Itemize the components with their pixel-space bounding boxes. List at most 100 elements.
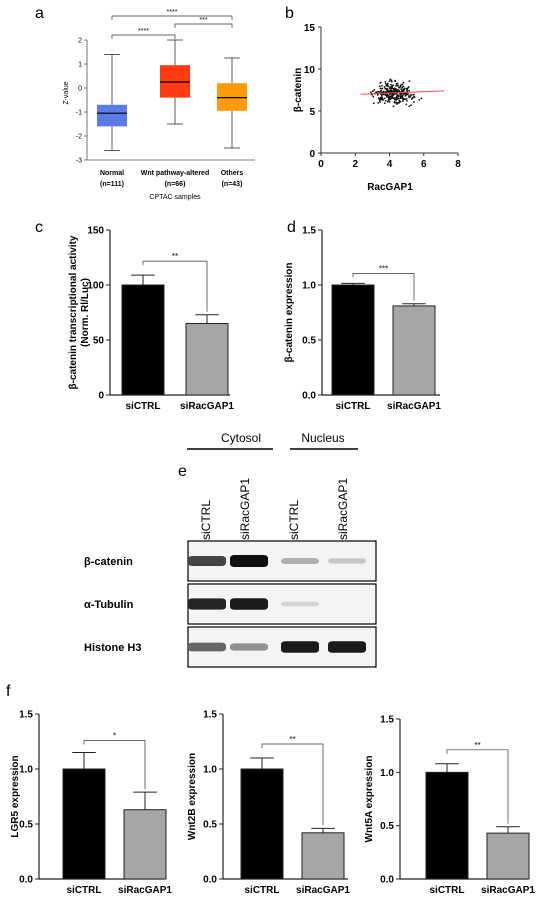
panel-b-scatter: β-catenin 0 2 4 6 8 0 5 10 15 RacGAP1 xyxy=(293,23,461,193)
panel-a-ylabel: Z-value xyxy=(63,81,70,104)
panel-a-ytick-label: -3 xyxy=(76,158,82,165)
panel-b-point xyxy=(394,97,396,99)
panel-b-point xyxy=(378,91,381,94)
panel-e-western-blot: Cytosol Nucleus siCTRL siRacGAP1 siCTRL … xyxy=(84,431,377,668)
panel-a-cat-wnt: Wnt pathway-altered xyxy=(141,170,209,177)
panel-b-point xyxy=(402,100,404,102)
panel-b-point xyxy=(393,88,396,90)
panel-a-sig-bracket xyxy=(174,23,233,28)
panel-f3-sig-bracket xyxy=(446,749,509,824)
blot-lane-1: siCTRL xyxy=(199,500,213,540)
panel-c-ytick-label: 150 xyxy=(87,226,104,237)
panel-f1-bar-0 xyxy=(62,768,106,880)
panel-a-sig-label: **** xyxy=(167,9,178,16)
panel-b-point xyxy=(391,96,393,99)
blot-lane-2: siRacGAP1 xyxy=(238,478,252,540)
panel-d-bar-0 xyxy=(331,284,375,396)
panel-b-point xyxy=(404,94,407,97)
panel-f1-bar-chart: 0.0 0.5 1.0 1.5 siCTRL siRacGAP1 * LGR5 express… xyxy=(10,710,172,897)
panel-b-point xyxy=(395,83,398,85)
panel-f3-xtick-label: siCTRL xyxy=(430,885,465,896)
blot-row-label: Histone H3 xyxy=(84,642,141,654)
blot-band xyxy=(230,643,268,651)
panel-c-ytick-label: 50 xyxy=(93,336,105,347)
panel-b-point xyxy=(405,103,408,106)
panel-b-point xyxy=(395,88,398,91)
panel-b-point xyxy=(380,93,383,96)
panel-f3-ytick-label: 0.5 xyxy=(380,821,394,832)
panel-b-point xyxy=(384,80,387,83)
blot-band xyxy=(230,598,268,610)
panel-b-ytick-label: 15 xyxy=(304,23,316,34)
panel-b-point xyxy=(396,94,399,96)
panel-a-box-0 xyxy=(97,104,127,127)
panel-label-c: c xyxy=(35,219,43,236)
panel-b-xtick-label: 0 xyxy=(318,159,324,170)
panel-d-xtick-label: siRacGAP1 xyxy=(387,401,441,412)
panel-b-point xyxy=(386,88,388,90)
panel-f1-xtick-label: siCTRL xyxy=(67,885,102,896)
panel-b-point xyxy=(383,102,386,105)
panel-f2-xtick-label: siRacGAP1 xyxy=(296,885,350,896)
panel-b-point xyxy=(397,84,400,87)
blot-band xyxy=(188,642,226,652)
panel-b-point xyxy=(379,101,381,103)
panel-b-point xyxy=(373,88,376,91)
panel-a-ytick-label: 2 xyxy=(78,38,82,45)
panel-b-point xyxy=(387,100,389,103)
panel-b-point xyxy=(395,101,398,104)
panel-b-point xyxy=(391,87,393,90)
panel-b-point xyxy=(400,88,403,91)
blot-row-label: β-catenin xyxy=(84,556,133,568)
panel-a-ytick-label: 1 xyxy=(78,62,82,69)
blot-row-label: α-Tubulin xyxy=(84,599,134,611)
panel-label-a: a xyxy=(35,5,44,22)
panel-b-point xyxy=(396,97,399,99)
panel-b-point xyxy=(390,79,393,82)
panel-label-d: d xyxy=(287,219,296,236)
blot-group-cytosol: Cytosol xyxy=(221,431,261,445)
panel-b-point xyxy=(396,95,398,98)
blot-band xyxy=(328,641,366,653)
panel-a-cat-normal: Normal xyxy=(100,170,124,177)
panel-b-point xyxy=(406,87,409,90)
panel-label-f: f xyxy=(6,683,11,700)
panel-b-point xyxy=(379,87,382,90)
panel-b-point xyxy=(394,90,397,93)
panel-f1-sig-bracket xyxy=(83,740,146,790)
panel-a-ytick-label: -2 xyxy=(76,134,82,141)
panel-c-ytick-label: 100 xyxy=(87,281,104,292)
panel-f3-ytick-label: 1.5 xyxy=(380,715,394,726)
panel-b-point xyxy=(383,86,386,88)
panel-f1-ytick-label: 1.5 xyxy=(19,710,33,721)
panel-b-point xyxy=(396,90,399,93)
panel-b-point xyxy=(376,93,379,96)
panel-f3-bar-1 xyxy=(486,832,530,880)
panel-b-point xyxy=(406,90,408,93)
panel-b-point xyxy=(378,85,381,88)
blot-band xyxy=(328,558,366,564)
panel-b-point xyxy=(408,96,411,99)
panel-f2-ytick-label: 1.5 xyxy=(203,710,217,721)
panel-b-point xyxy=(406,93,409,96)
panel-a-sig-bracket xyxy=(111,34,176,39)
panel-f1-ytick-label: 1.0 xyxy=(19,765,33,776)
panel-b-point xyxy=(384,99,387,102)
panel-b-point xyxy=(372,102,375,105)
panel-b-point xyxy=(377,101,380,104)
panel-c-xtick-label: siRacGAP1 xyxy=(180,401,234,412)
panel-b-point xyxy=(420,97,423,100)
panel-d-ylabel: β-catenin expression xyxy=(284,262,295,362)
panel-b-point xyxy=(413,96,416,98)
panel-b-point xyxy=(411,96,414,99)
panel-b-point xyxy=(401,95,404,98)
panel-b-point xyxy=(410,104,412,107)
panel-b-ytick-label: 10 xyxy=(304,65,316,76)
panel-b-point xyxy=(386,83,389,86)
panel-b-point xyxy=(409,94,412,96)
blot-group-nucleus: Nucleus xyxy=(301,431,344,445)
panel-b-point xyxy=(370,91,372,94)
panel-b-point xyxy=(392,97,395,100)
blot-band xyxy=(230,555,268,567)
